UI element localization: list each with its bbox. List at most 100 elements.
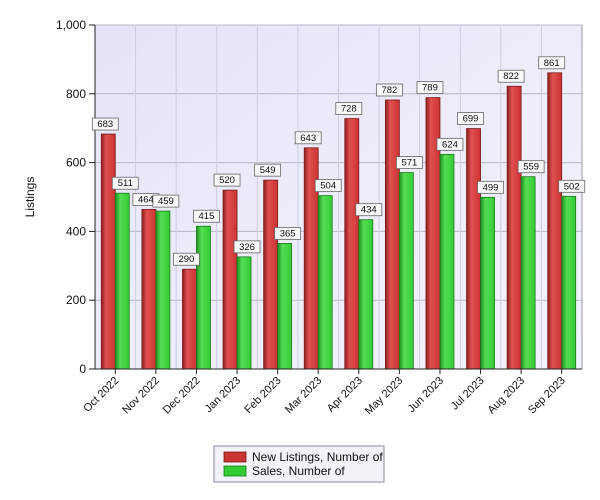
data-label-sales: 326 (233, 240, 261, 254)
data-label-box (355, 203, 383, 217)
data-label-sales: 459 (152, 194, 180, 208)
data-label-box (91, 117, 119, 131)
x-tick-label: Aug 2023 (485, 375, 527, 417)
bar-sales (317, 195, 333, 370)
data-label-new-listings: 699 (457, 112, 484, 125)
x-tick-label: Apr 2023 (325, 375, 365, 415)
data-label-sales: 415 (193, 209, 220, 223)
data-label-box (457, 112, 484, 125)
data-label-box (274, 227, 302, 240)
bar-sales (277, 243, 293, 370)
x-tick-label: Jan 2023 (203, 375, 243, 415)
x-tick-label: Jun 2023 (406, 375, 446, 415)
data-label-value: 559 (523, 162, 539, 173)
legend-item: New Listings, Number of (223, 450, 383, 464)
bar-new-listings (506, 85, 522, 370)
data-label-value: 415 (199, 211, 215, 222)
x-tick-label: Jul 2023 (449, 375, 487, 413)
y-tick-label: 600 (66, 156, 86, 170)
data-label-value: 365 (280, 228, 296, 239)
data-label-new-listings: 782 (375, 83, 403, 97)
data-label-value: 499 (483, 182, 499, 193)
data-label-sales: 504 (314, 179, 342, 193)
data-label-value: 504 (320, 181, 336, 192)
data-label-value: 789 (422, 83, 438, 94)
data-label-sales: 434 (355, 203, 383, 217)
data-label-sales: 365 (274, 227, 302, 240)
data-label-sales: 624 (436, 137, 464, 151)
bar-sales (236, 256, 252, 370)
bar-sales (358, 219, 374, 370)
legend-swatch (223, 451, 247, 463)
data-label-value: 683 (97, 119, 113, 130)
y-tick-label: 1,000 (56, 18, 86, 32)
data-label-box (497, 69, 525, 83)
data-label-box (111, 176, 139, 190)
data-label-sales: 511 (111, 176, 139, 190)
bar-new-listings (466, 128, 481, 370)
data-label-value: 549 (260, 165, 276, 176)
data-label-box (375, 83, 403, 97)
data-label-box (558, 179, 586, 193)
data-label-new-listings: 683 (91, 117, 119, 131)
data-label-value: 728 (341, 104, 357, 115)
data-label-new-listings: 728 (335, 102, 363, 115)
data-label-new-listings: 643 (294, 131, 322, 145)
bar-new-listings (141, 208, 157, 370)
data-label-value: 571 (401, 158, 417, 169)
x-tick-label: Mar 2023 (283, 375, 324, 416)
data-label-sales: 499 (477, 180, 504, 194)
bar-sales (439, 153, 455, 370)
data-label-value: 624 (442, 139, 458, 150)
bar-new-listings (547, 72, 563, 370)
bar-sales (520, 176, 536, 370)
data-label-box (314, 179, 342, 193)
bar-sales (480, 196, 495, 370)
data-label-value: 434 (361, 205, 377, 216)
data-label-box (254, 163, 282, 177)
legend-item: Sales, Number of (223, 464, 345, 478)
x-tick-label: Oct 2022 (81, 375, 121, 415)
y-tick-label: 400 (66, 224, 86, 238)
data-label-sales: 502 (558, 179, 586, 193)
x-tick-label: Dec 2022 (161, 375, 203, 417)
data-label-box (517, 160, 545, 174)
bar-new-listings (222, 189, 238, 370)
data-label-value: 861 (544, 58, 560, 69)
data-label-new-listings: 549 (254, 163, 282, 177)
bar-sales (155, 210, 171, 370)
legend-label: Sales, Number of (252, 464, 345, 478)
data-label-value: 511 (118, 178, 133, 189)
data-label-box (152, 194, 180, 208)
bar-new-listings (344, 118, 360, 370)
y-tick-label: 0 (79, 362, 86, 376)
y-tick-label: 200 (66, 293, 86, 307)
x-tick-label: May 2023 (363, 375, 406, 418)
data-label-box (395, 156, 423, 169)
data-label-new-listings: 290 (173, 252, 200, 266)
legend-label: New Listings, Number of (252, 450, 383, 464)
bar-new-listings (100, 133, 116, 370)
data-label-box (213, 173, 241, 187)
y-axis-title: Listings (23, 177, 37, 218)
data-label-box (416, 81, 444, 94)
data-label-box (193, 209, 220, 223)
data-label-value: 290 (179, 254, 195, 265)
y-tick-label: 800 (66, 87, 86, 101)
data-label-value: 520 (219, 175, 235, 186)
data-label-sales: 559 (517, 160, 545, 174)
data-label-value: 643 (300, 133, 316, 144)
data-label-value: 699 (463, 114, 479, 125)
data-label-value: 502 (564, 181, 580, 192)
data-label-value: 326 (239, 242, 255, 253)
legend-swatch (223, 465, 247, 477)
data-label-value: 464 (138, 194, 154, 205)
data-label-value: 782 (381, 85, 397, 96)
bar-new-listings (384, 99, 400, 370)
data-label-box (173, 252, 200, 266)
bar-new-listings (263, 179, 279, 370)
data-label-box (294, 131, 322, 145)
data-label-new-listings: 861 (538, 56, 566, 70)
